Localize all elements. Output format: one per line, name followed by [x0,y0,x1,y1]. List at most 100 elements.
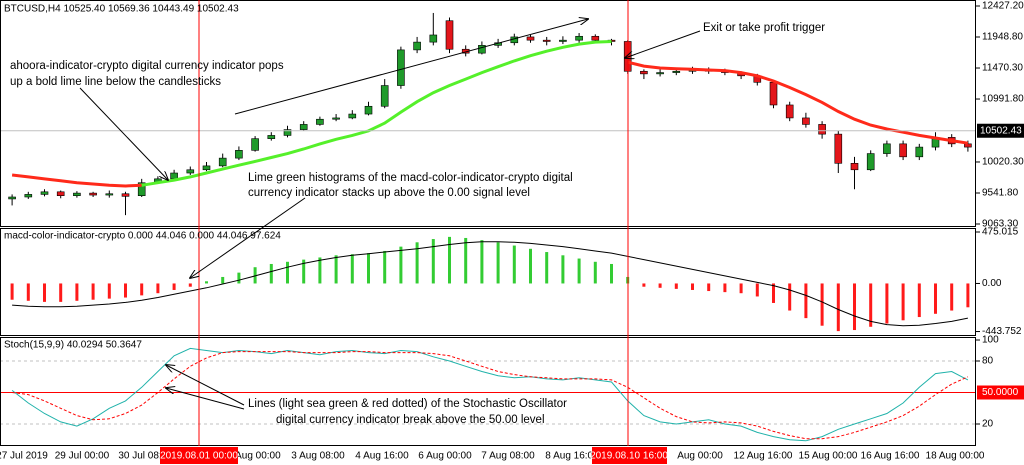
candle-body [964,143,972,148]
histogram-bar [399,246,403,284]
histogram-bar [885,283,889,324]
x-tick-label: 12 Aug 16:00 [734,451,793,462]
histogram-bar [237,272,241,284]
histogram-bar [836,283,840,332]
candle-body [40,191,49,195]
arrow [234,19,588,115]
histogram-bar [75,283,79,301]
histogram-bar [577,258,581,284]
candle-body [121,193,130,197]
candle-body [850,162,859,171]
histogram-bar [431,239,435,284]
macd-panel [0,228,976,336]
candle-body [672,70,681,73]
candle-body [542,39,551,42]
histogram-bar [188,283,192,287]
candle-body [575,35,583,41]
histogram-bar [302,259,306,284]
candle-body [348,113,357,119]
arrow [79,87,168,180]
histogram-bar [286,261,289,284]
annotation: digital currency indicator break above t… [276,414,545,426]
histogram-bar [901,283,905,321]
y-tick-label: 12427.20 [982,1,1024,12]
candle-body [24,194,33,198]
candle-body [251,138,259,151]
x-tick-label: 6 Aug 00:00 [418,451,472,462]
price-label: 10502.43 [980,125,1022,136]
histogram-bar [691,283,694,290]
histogram-bar [642,283,646,287]
y-tick-label: 80 [982,356,994,367]
candle-body [413,41,421,51]
histogram-bar [124,283,127,298]
histogram-bar [917,283,921,318]
level-box [977,385,1024,400]
marker-box [160,447,238,464]
histogram-bar [820,283,824,326]
histogram-bar [383,250,387,284]
histogram-bar [496,242,500,284]
candle-body [818,124,826,135]
histogram-bar [707,283,711,292]
y-tick-label: 11948.80 [982,32,1023,43]
y-tick-label: 11470.30 [982,63,1023,74]
candle-body [364,105,373,115]
candle-body [445,20,454,50]
arrow [166,388,245,410]
histogram-bar [755,283,759,297]
plot-layer: 12427.20 11948.80 11470.30 10991.80 10020.30… [0,1,1024,442]
histogram-bar [853,283,856,331]
histogram-bar [26,283,30,301]
marker-box [592,447,667,464]
candle-body [283,129,292,136]
y-tick-label: 9541.80 [982,188,1019,199]
indicator-line [12,241,968,327]
level-label: 50.0000 [982,387,1019,398]
x-tick-label: 4 Aug 16:00 [355,451,409,462]
y-tick-label: 10020.30 [982,157,1024,168]
candle-body [915,146,924,158]
histogram-bar [448,236,451,284]
histogram-bar [172,283,176,290]
annotation: Lines (light sea green & red dotted) of … [248,398,567,410]
candle-body [526,36,535,41]
histogram-bar [91,283,95,300]
candle-body [478,45,486,54]
candle-body [656,72,664,75]
y-tick-label: -443.752 [982,326,1022,337]
histogram-bar [529,248,532,284]
candle-body [73,192,81,196]
indicator-line [11,173,142,188]
candle-body [89,192,97,196]
x-tick-label: 16 Aug 16:00 [861,451,920,462]
indicator-line [627,60,969,145]
candle-body [380,85,389,107]
histogram-bar [950,283,954,311]
macd-title: macd-color-indicator-crypto 0.000 44.046… [4,231,281,242]
x-tick-label: 18 Aug 00:00 [926,451,985,462]
histogram-bar [10,283,14,300]
annotation: up a bold lime line below the candlestic… [10,76,221,88]
price-box [977,123,1024,138]
histogram-bar [350,254,354,284]
price-panel [0,0,976,227]
y-tick-label: 9063.30 [982,219,1019,230]
candle-body [267,135,276,139]
candle-body [170,172,178,180]
histogram-bar [367,253,370,284]
y-tick-label: 100 [982,335,999,346]
x-tick-label: 27 Jul 2019 [0,451,48,462]
y-tick-label: 475.015 [982,227,1019,238]
candle-body [8,196,16,200]
histogram-bar [723,283,727,293]
candle-body [866,153,875,171]
candle-body [834,133,843,164]
histogram-bar [205,281,208,284]
histogram-bar [415,242,419,284]
histogram-bar [512,245,516,284]
histogram-bar [318,257,322,284]
histogram-bar [966,283,970,308]
histogram-bar [269,263,273,284]
